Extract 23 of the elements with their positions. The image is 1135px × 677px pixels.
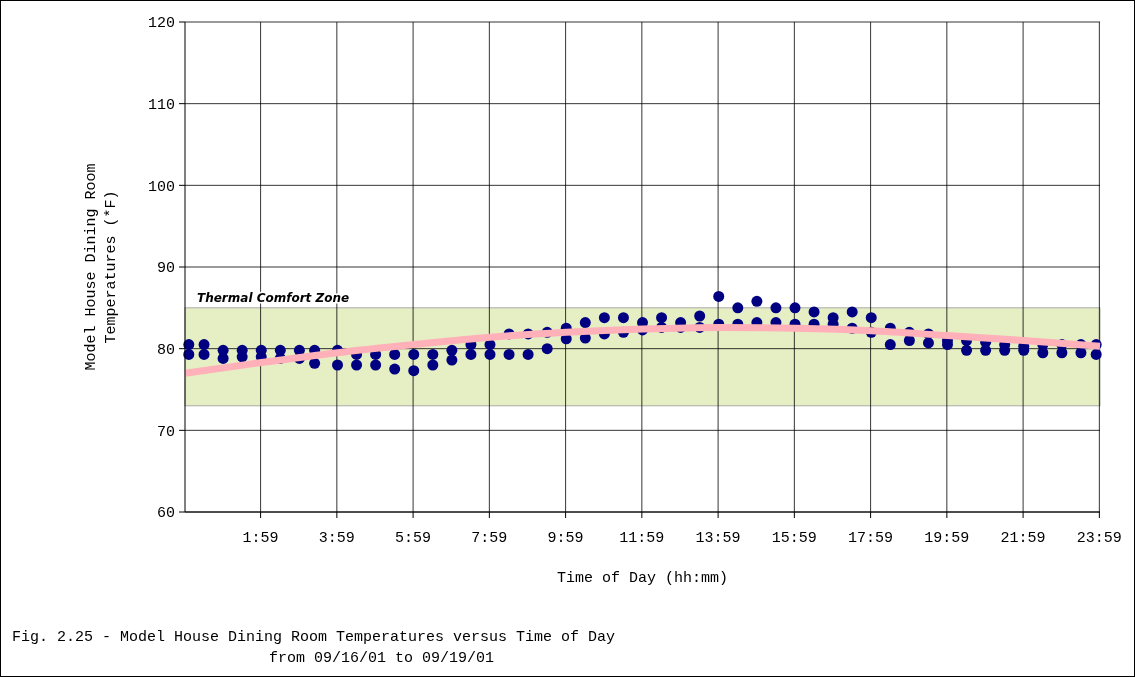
x-tick-label: 9:59 — [547, 530, 584, 547]
x-tick-label: 17:59 — [848, 530, 894, 547]
y-axis-title: Model House Dining Room Temperatures (*F) — [83, 163, 120, 371]
y-tick-label: 100 — [147, 178, 175, 196]
y-tick-label: 70 — [156, 423, 175, 441]
x-axis-title: Time of Day (hh:mm) — [556, 570, 729, 587]
y-tick-label: 110 — [147, 96, 175, 114]
x-tick-label: 19:59 — [924, 530, 970, 547]
x-tick-label: 11:59 — [619, 530, 665, 547]
y-tick-label: 60 — [156, 505, 175, 523]
caption: Fig. 2.25 - Model House Dining Room Temperatures versus Time of Day — [12, 629, 616, 646]
y-tick-label: 90 — [156, 260, 175, 278]
x-tick-label: 3:59 — [318, 530, 355, 547]
x-tick-label: 5:59 — [395, 530, 432, 547]
x-tick-label: 13:59 — [695, 530, 741, 547]
x-tick-label: 23:59 — [1076, 530, 1122, 547]
x-tick-label: 21:59 — [1000, 530, 1046, 547]
x-tick-label: 7:59 — [471, 530, 508, 547]
x-tick-label: 15:59 — [771, 530, 817, 547]
y-tick-label: 120 — [147, 15, 175, 33]
x-tick-label: 1:59 — [242, 530, 279, 547]
text: from 09/16/01 to 09/19/01 — [269, 650, 495, 667]
y-tick-label: 80 — [156, 341, 175, 359]
